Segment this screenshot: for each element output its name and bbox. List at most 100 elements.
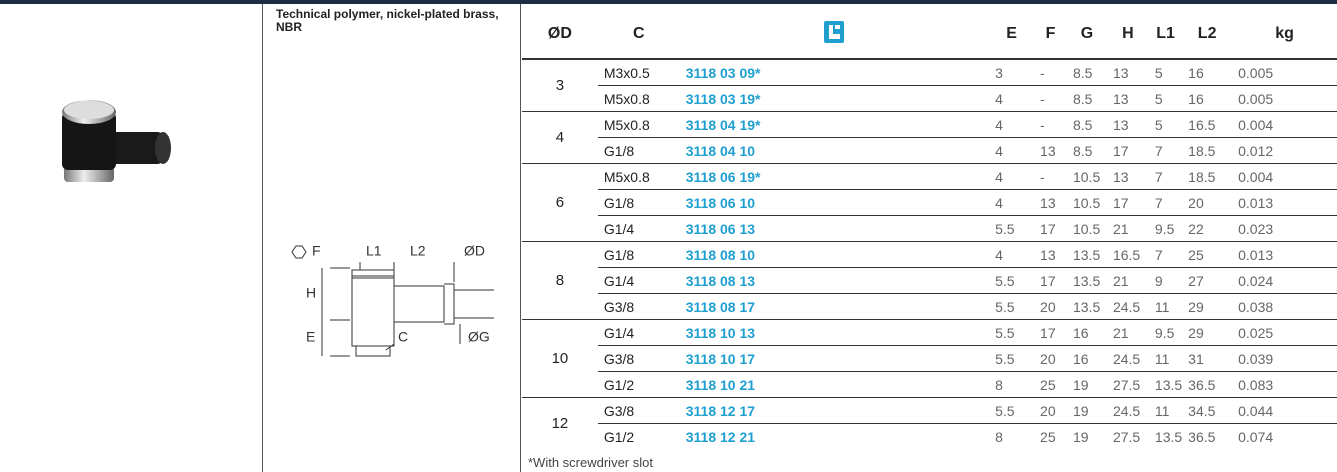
value-cell: 25 — [1034, 371, 1067, 398]
value-cell: 5 — [1148, 58, 1183, 86]
value-cell: 18.5 — [1182, 163, 1233, 190]
brand-icon-header — [679, 10, 990, 60]
value-cell: 0.013 — [1232, 241, 1337, 268]
value-cell: 21 — [1106, 267, 1149, 294]
table-row: 3 M3x0.5 3118 03 09* 3-8.5 13 5 16 0.005 — [522, 58, 1337, 112]
column-header: kg — [1232, 10, 1337, 60]
value-cell: 34.5 — [1182, 397, 1233, 424]
article-code: 3118 06 19* — [679, 163, 990, 190]
column-divider — [262, 4, 263, 472]
value-cell: 5.5 — [989, 215, 1035, 242]
thread-cell: G3/8 — [597, 293, 680, 320]
table-row: 4 M5x0.8 3118 04 19* 4-8.5 13 5 16.5 0.004 — [522, 111, 1337, 164]
value-cell: 25 — [1182, 241, 1233, 268]
value-cell: 9 — [1148, 267, 1183, 294]
table-row: G1/8 3118 04 10 4 13 8.5 17 7 18.5 0.012 — [522, 137, 1337, 164]
value-cell: 13 — [1106, 111, 1149, 138]
product-table: ØD C E F G H L1 L2 kg 3 M3x0.5 3118 03 09* 3-8.5 13 5… — [522, 10, 1337, 449]
column-header: C — [597, 10, 680, 60]
drawing-label: F — [312, 243, 321, 259]
value-cell: 13 — [1106, 85, 1149, 112]
value-cell: 11 — [1148, 293, 1183, 320]
thread-cell: G1/8 — [597, 137, 680, 164]
product-photo — [62, 100, 171, 182]
table-row: G1/2 3118 12 21 8 25 19 27.5 13.5 36.5 0.074 — [522, 423, 1337, 449]
value-cell: 31 — [1182, 345, 1233, 372]
value-cell: 8.5 — [1066, 85, 1107, 112]
value-cell: 16.5 — [1106, 241, 1149, 268]
value-cell: 0.013 — [1232, 189, 1337, 216]
value-cell: 4 — [989, 189, 1035, 216]
article-code: 3118 08 10 — [679, 241, 990, 268]
thread-cell: G1/2 — [597, 371, 680, 398]
value-cell: 29 — [1182, 319, 1233, 346]
brand-icon — [824, 20, 845, 43]
article-code: 3118 12 17 — [679, 397, 990, 424]
value-cell: 5.5 — [989, 397, 1035, 424]
description: Technical polymer, nickel-plated brass, … — [276, 7, 499, 34]
diameter-cell: 8 — [522, 241, 598, 320]
diameter-cell: 6 — [522, 163, 598, 242]
value-cell: 0.005 — [1232, 58, 1337, 86]
value-cell: 10.5 — [1066, 189, 1107, 216]
value-cell: 27 — [1182, 267, 1233, 294]
value-cell: 19 — [1066, 397, 1107, 424]
value-cell: 4 — [989, 241, 1035, 268]
value-cell: 5.5 — [989, 293, 1035, 320]
table-row: G1/2 3118 10 21 8 25 19 27.5 13.5 36.5 0.083 — [522, 371, 1337, 398]
article-code: 3118 10 17 — [679, 345, 990, 372]
value-cell: 17 — [1034, 319, 1067, 346]
value-cell: 13.5 — [1066, 241, 1107, 268]
value-cell: 0.005 — [1232, 85, 1337, 112]
thread-cell: G3/8 — [597, 397, 680, 424]
diameter-cell: 3 — [522, 58, 598, 112]
value-cell: - — [1034, 111, 1067, 138]
table-row: G1/4 3118 08 13 5.5 17 13.5 21 9 27 0.024 — [522, 267, 1337, 294]
drawing-label: L1 — [366, 243, 382, 259]
column-header: E — [989, 10, 1035, 60]
value-cell: 5 — [1148, 111, 1183, 138]
value-cell: 0.024 — [1232, 267, 1337, 294]
thread-cell: G1/4 — [597, 215, 680, 242]
thread-cell: M3x0.5 — [597, 58, 680, 86]
article-code: 3118 10 21 — [679, 371, 990, 398]
diameter-cell: 10 — [522, 319, 598, 398]
value-cell: 17 — [1034, 215, 1067, 242]
column-divider — [520, 4, 521, 472]
footnote: *With screwdriver slot — [528, 455, 653, 470]
article-code: 3118 04 10 — [679, 137, 990, 164]
drawing-label: ØG — [468, 329, 490, 345]
article-code: 3118 06 10 — [679, 189, 990, 216]
table-row: G1/8 3118 06 10 4 13 10.5 17 7 20 0.013 — [522, 189, 1337, 216]
value-cell: 17 — [1106, 189, 1149, 216]
article-code: 3118 12 21 — [679, 423, 990, 449]
table-row: 12 G3/8 3118 12 17 5.5 20 19 24.5 11 34.5 0.044 — [522, 397, 1337, 449]
value-cell: 0.038 — [1232, 293, 1337, 320]
value-cell: 8.5 — [1066, 58, 1107, 86]
drawing-label: ØD — [464, 243, 485, 259]
value-cell: 9.5 — [1148, 319, 1183, 346]
table-row: G3/8 3118 10 17 5.5 20 16 24.5 11 31 0.039 — [522, 345, 1337, 372]
article-code: 3118 03 19* — [679, 85, 990, 112]
column-header: H — [1106, 10, 1149, 60]
drawing-label: E — [306, 329, 315, 345]
value-cell: 0.004 — [1232, 111, 1337, 138]
value-cell: 19 — [1066, 423, 1107, 449]
value-cell: 16 — [1066, 319, 1107, 346]
article-code: 3118 08 17 — [679, 293, 990, 320]
value-cell: 4 — [989, 137, 1035, 164]
thread-cell: M5x0.8 — [597, 163, 680, 190]
value-cell: 13.5 — [1148, 371, 1183, 398]
value-cell: 16 — [1182, 85, 1233, 112]
value-cell: 24.5 — [1106, 345, 1149, 372]
value-cell: 5 — [1148, 85, 1183, 112]
value-cell: 0.025 — [1232, 319, 1337, 346]
article-code: 3118 03 09* — [679, 58, 990, 86]
value-cell: 13 — [1034, 189, 1067, 216]
value-cell: 10.5 — [1066, 163, 1107, 190]
value-cell: 36.5 — [1182, 423, 1233, 449]
value-cell: 29 — [1182, 293, 1233, 320]
value-cell: 27.5 — [1106, 423, 1149, 449]
top-rule — [0, 0, 1337, 4]
